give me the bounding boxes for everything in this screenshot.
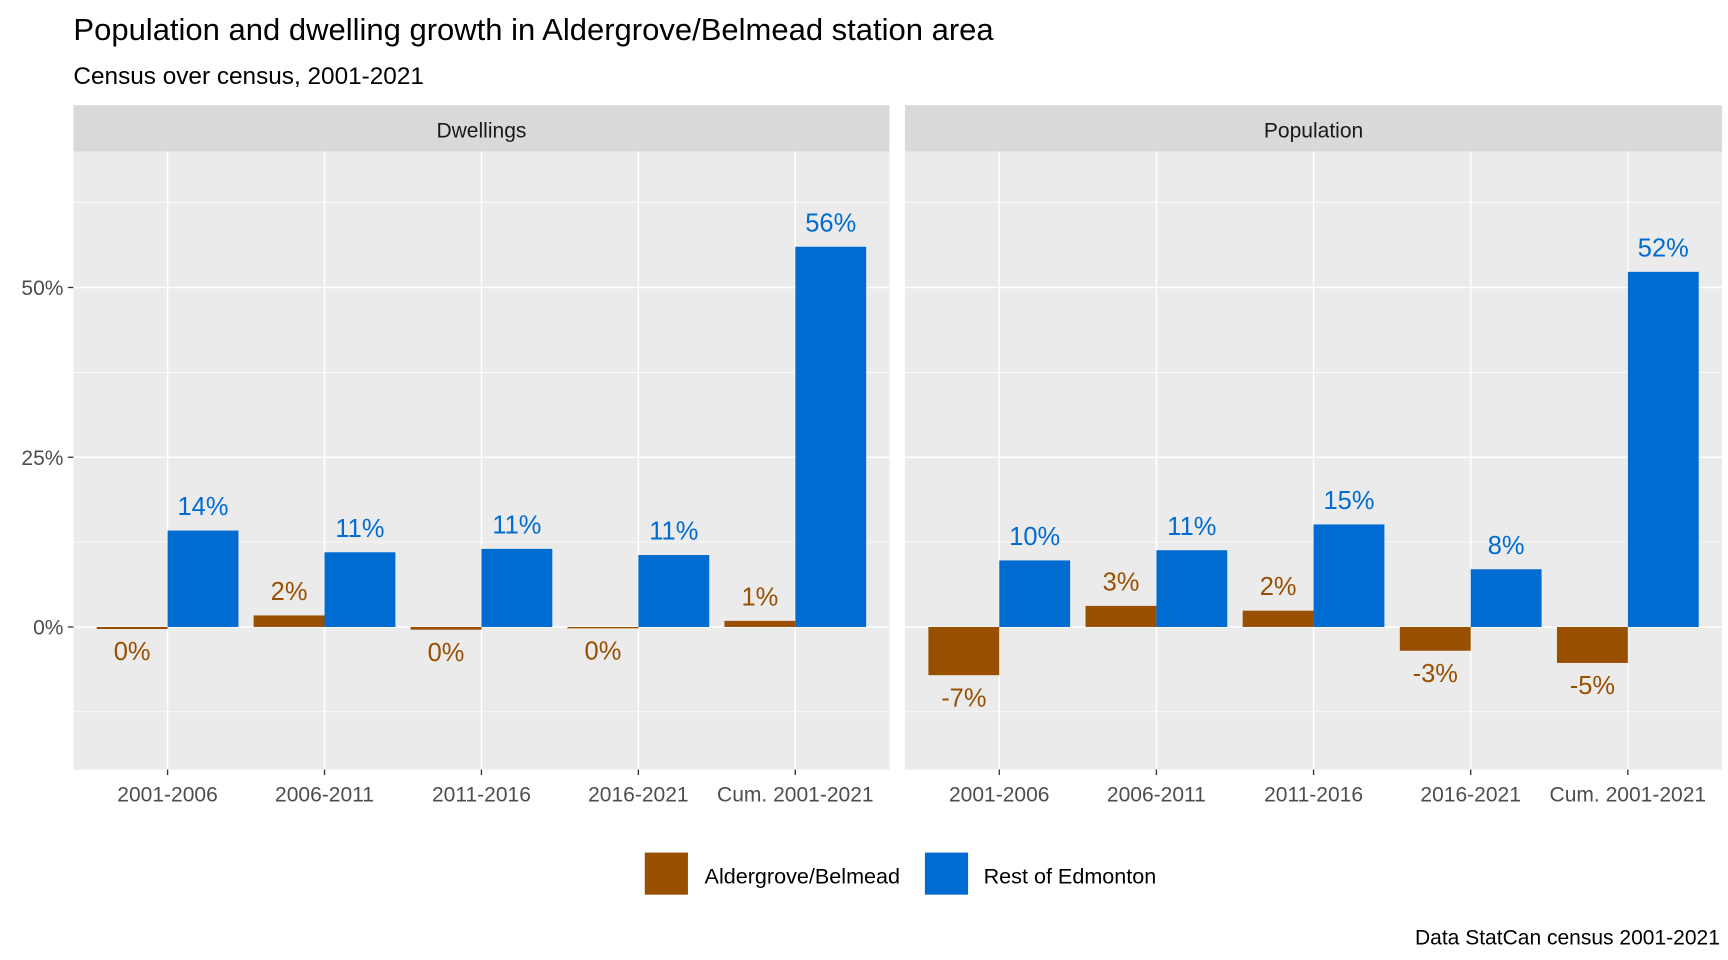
legend: Aldergrove/Belmead Rest of Edmonton — [644, 852, 1157, 895]
bar-aldergrove — [1556, 626, 1628, 663]
bar-rest — [324, 552, 396, 627]
data-label: 52% — [1638, 234, 1689, 262]
data-label: 11% — [1167, 513, 1216, 541]
data-label: 0% — [114, 638, 151, 666]
bar-aldergrove — [1399, 626, 1471, 651]
chart-subtitle: Census over census, 2001-2021 — [73, 63, 424, 90]
bar-rest — [1313, 524, 1385, 627]
data-label: 14% — [178, 493, 229, 521]
legend-key-aldergrove — [644, 852, 688, 895]
data-label: 1% — [741, 583, 778, 611]
bar-aldergrove — [96, 626, 168, 630]
chart-caption: Data StatCan census 2001-2021 — [1415, 926, 1720, 949]
legend-key-rest — [924, 852, 969, 895]
legend-label-aldergrove: Aldergrove/Belmead — [705, 864, 901, 889]
data-label: 15% — [1324, 487, 1375, 515]
x-tick-label: 2011-2016 — [1264, 784, 1363, 807]
x-tick-label: Cum. 2001-2021 — [1550, 784, 1707, 807]
data-label: 2% — [271, 578, 308, 606]
bar-rest — [481, 548, 553, 627]
bar-rest — [1156, 550, 1228, 627]
bar-aldergrove — [724, 620, 796, 627]
data-label: 10% — [1009, 523, 1060, 551]
bar-rest — [1627, 271, 1699, 627]
bar-rest — [795, 246, 867, 627]
data-label: 3% — [1103, 568, 1140, 596]
x-tick-label: 2001-2006 — [117, 784, 218, 807]
y-tick-label: 25% — [21, 447, 63, 470]
data-label: 0% — [585, 637, 622, 665]
data-label: 0% — [428, 639, 465, 667]
data-label: 11% — [492, 511, 541, 539]
facet-strip-label: Dwellings — [436, 119, 526, 142]
facet-strip — [904, 105, 1723, 152]
x-tick-label: 2011-2016 — [432, 784, 531, 807]
bar-rest — [638, 554, 710, 627]
data-label: 56% — [805, 209, 856, 237]
bar-aldergrove — [253, 615, 325, 627]
data-label: 11% — [649, 518, 698, 546]
x-tick-label: 2001-2006 — [949, 784, 1050, 807]
chart-title: Population and dwelling growth in Alderg… — [73, 12, 994, 47]
x-tick-label: 2006-2011 — [275, 784, 374, 807]
panel-population: Population 2001-2006 2006-2011 2011-2016 201… — [904, 105, 1723, 807]
y-tick-label: 0% — [33, 617, 63, 640]
bar-rest — [167, 530, 239, 627]
bar-aldergrove — [928, 626, 1000, 676]
bar-rest — [999, 560, 1071, 627]
panel-dwellings: Dwellings 2001-2006 2006-2011 2011-2016 2016… — [73, 105, 890, 807]
x-tick-label: 2016-2021 — [588, 784, 689, 807]
facet-strip-label: Population — [1264, 119, 1363, 142]
data-label: -7% — [941, 684, 986, 712]
data-label: 8% — [1488, 532, 1525, 560]
data-label: 2% — [1260, 573, 1297, 601]
bar-rest — [1470, 569, 1542, 627]
legend-label-rest: Rest of Edmonton — [984, 864, 1157, 889]
bar-aldergrove — [1085, 605, 1157, 627]
x-tick-label: Cum. 2001-2021 — [717, 784, 874, 807]
bar-aldergrove — [1242, 610, 1314, 627]
x-tick-label: 2006-2011 — [1107, 784, 1206, 807]
data-label: -5% — [1570, 672, 1615, 700]
data-label: 11% — [335, 515, 384, 543]
data-label: -3% — [1413, 660, 1458, 688]
facet-strip — [73, 105, 890, 152]
bar-aldergrove — [567, 626, 639, 629]
y-tick-label: 50% — [21, 277, 63, 300]
bar-aldergrove — [410, 626, 482, 630]
x-tick-label: 2016-2021 — [1420, 784, 1521, 807]
